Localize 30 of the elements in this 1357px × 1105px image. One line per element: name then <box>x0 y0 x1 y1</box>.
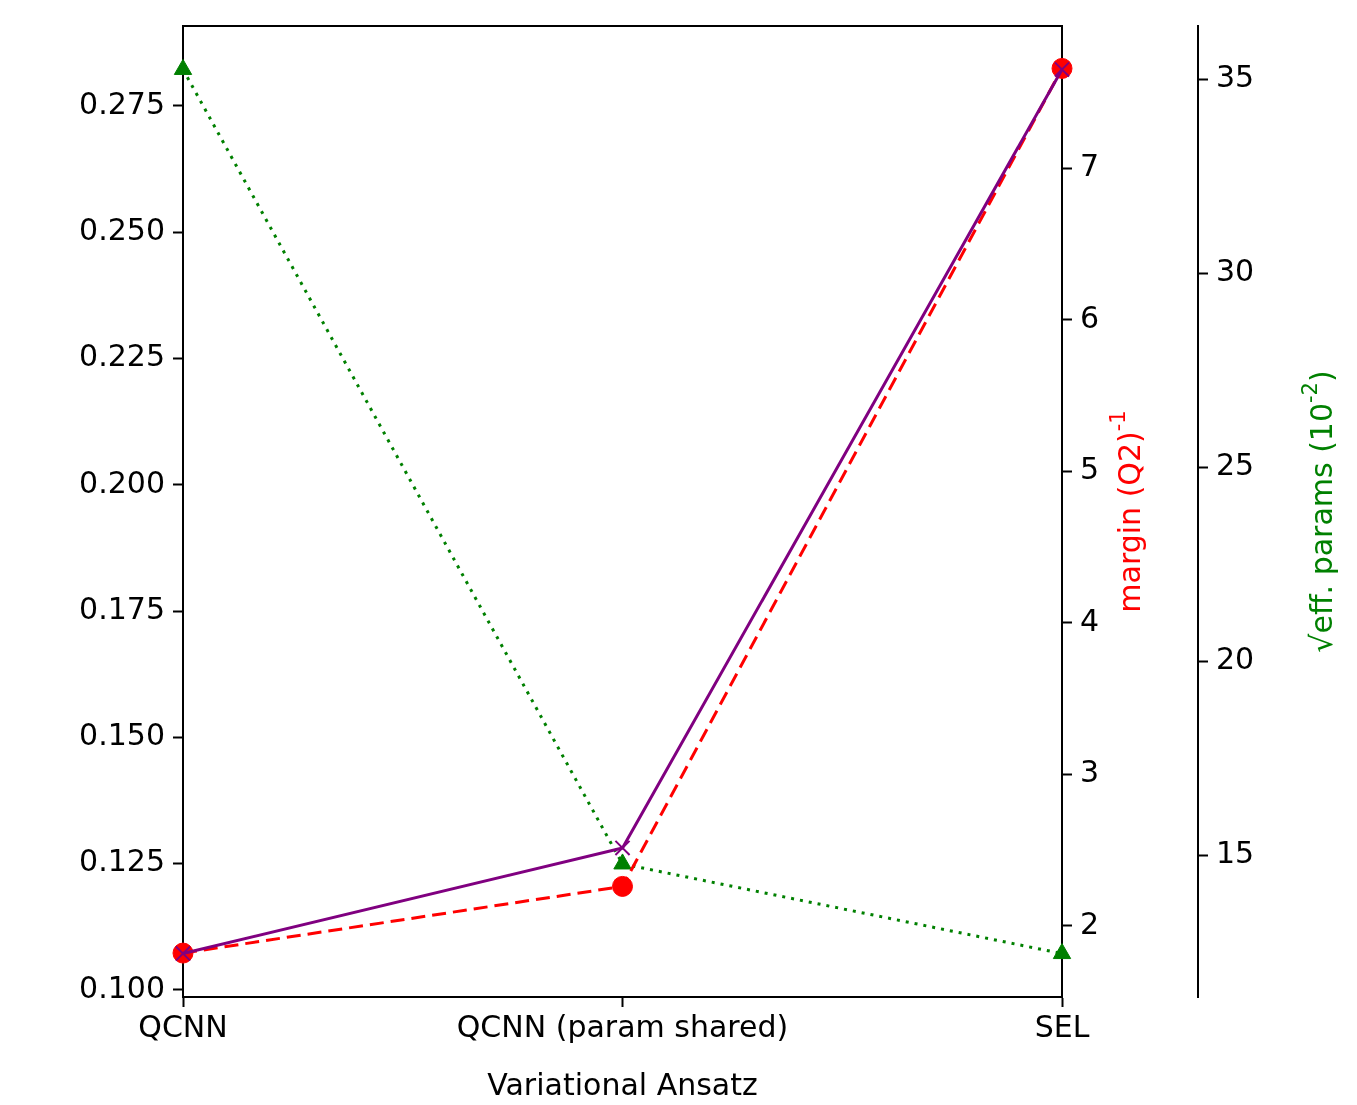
y2-tick-label: 3 <box>1080 754 1100 790</box>
point <box>612 875 633 897</box>
y2-tick-label: 2 <box>1080 905 1100 941</box>
y3-tick-label: 25 <box>1216 446 1255 482</box>
y3-axis-title: √eff. params (10-2) <box>1298 370 1339 653</box>
x-axis-title: Variational Ansatz <box>487 1066 758 1102</box>
point <box>1052 943 1072 960</box>
y-tick-label: 0.225 <box>79 338 165 374</box>
y-tick-label: 0.275 <box>79 85 165 121</box>
x-tick-label: SEL <box>1034 1008 1090 1044</box>
y3-tick-label: 35 <box>1216 58 1255 94</box>
point <box>613 853 632 870</box>
y3-tick-label: 30 <box>1216 252 1255 288</box>
y-tick-label: 0.175 <box>79 590 165 626</box>
y3-tick-label: 20 <box>1216 640 1255 676</box>
y2-tick-label: 4 <box>1080 602 1100 638</box>
y-tick-label: 0.125 <box>79 843 165 879</box>
x-tick-label: QCNN (param shared) <box>456 1008 789 1044</box>
y2-axis-title: margin (Q2)-1 <box>1106 410 1147 613</box>
y-tick-label: 0.150 <box>79 717 165 753</box>
y2-tick-label: 7 <box>1080 148 1100 184</box>
x-tick-label: QCNN <box>138 1008 228 1044</box>
y3-tick-label: 15 <box>1216 834 1255 870</box>
point <box>173 58 193 75</box>
y-tick-label: 0.250 <box>79 211 165 247</box>
y-tick-label: 0.200 <box>79 464 165 500</box>
point <box>614 839 631 857</box>
y2-tick-label: 5 <box>1080 451 1100 487</box>
y2-tick-label: 6 <box>1080 299 1100 335</box>
y-tick-label: 0.100 <box>79 969 165 1005</box>
